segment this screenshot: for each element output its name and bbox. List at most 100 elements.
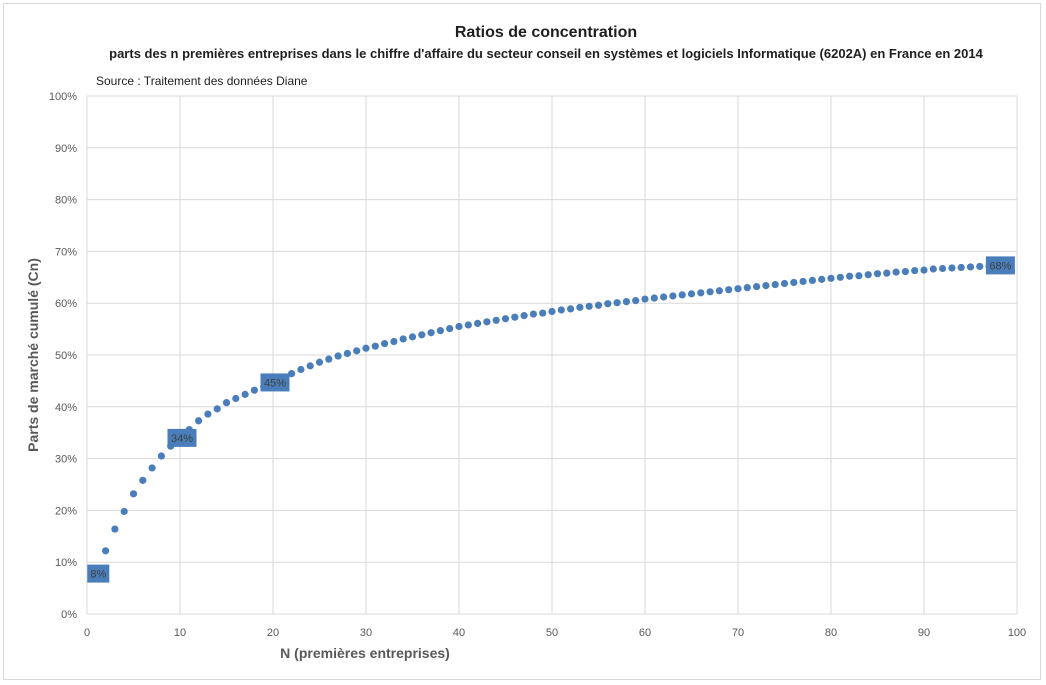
data-point bbox=[501, 315, 510, 323]
data-point bbox=[743, 284, 751, 292]
data-point bbox=[836, 273, 844, 281]
data-point bbox=[213, 405, 221, 413]
data-label: 68% bbox=[989, 260, 1011, 272]
data-point bbox=[632, 297, 640, 305]
data-point bbox=[539, 309, 547, 317]
data-point bbox=[148, 464, 156, 472]
x-tick-label: 50 bbox=[546, 627, 558, 639]
data-point bbox=[120, 507, 128, 516]
data-point bbox=[288, 370, 296, 378]
data-point bbox=[399, 335, 407, 343]
data-point bbox=[408, 333, 417, 341]
data-point bbox=[464, 321, 472, 329]
data-point bbox=[102, 547, 110, 555]
x-tick-label: 0 bbox=[84, 627, 90, 639]
x-tick-label: 40 bbox=[453, 627, 465, 639]
data-point bbox=[427, 329, 435, 337]
data-label-box bbox=[985, 256, 1015, 275]
grid-lines bbox=[86, 95, 1018, 615]
data-point bbox=[697, 289, 705, 297]
data-point bbox=[855, 272, 863, 280]
data-point bbox=[557, 306, 565, 314]
data-point bbox=[204, 410, 212, 418]
x-axis-title: N (premières entreprises) bbox=[280, 645, 450, 661]
data-point bbox=[297, 365, 305, 374]
data-point bbox=[548, 307, 556, 316]
y-tick-label: 0% bbox=[61, 609, 77, 621]
chart-frame bbox=[3, 3, 1041, 680]
data-label: 45% bbox=[264, 377, 286, 389]
data-point bbox=[762, 281, 770, 290]
data-point bbox=[483, 318, 491, 326]
data-point bbox=[715, 287, 724, 295]
data-points bbox=[92, 261, 1003, 578]
data-point bbox=[873, 270, 882, 278]
data-point bbox=[604, 300, 612, 308]
data-point bbox=[455, 322, 463, 331]
data-point bbox=[799, 277, 807, 286]
data-point bbox=[315, 358, 324, 366]
data-point bbox=[446, 324, 454, 333]
x-tick-label: 90 bbox=[918, 627, 930, 639]
y-tick-label: 50% bbox=[55, 350, 77, 362]
y-tick-label: 70% bbox=[55, 246, 77, 258]
data-point bbox=[129, 490, 138, 498]
data-point bbox=[920, 266, 928, 274]
data-point bbox=[901, 268, 910, 276]
data-point bbox=[474, 319, 482, 328]
data-point bbox=[492, 316, 500, 324]
data-point bbox=[883, 269, 891, 277]
data-point bbox=[846, 272, 854, 280]
data-point bbox=[892, 268, 900, 276]
data-point bbox=[334, 352, 342, 360]
data-point bbox=[948, 264, 956, 272]
data-point bbox=[157, 452, 165, 460]
data-point bbox=[436, 327, 444, 335]
data-point bbox=[687, 290, 696, 298]
data-labels: 8% 34% 45% 68% bbox=[87, 256, 1015, 583]
data-point bbox=[771, 280, 779, 289]
data-label: 34% bbox=[171, 433, 193, 445]
data-point bbox=[343, 349, 351, 358]
x-tick-label: 20 bbox=[267, 627, 279, 639]
data-point bbox=[706, 288, 714, 296]
data-label-box bbox=[87, 564, 110, 583]
y-tick-label: 30% bbox=[55, 454, 77, 466]
x-tick-label: 100 bbox=[1008, 627, 1026, 639]
data-point bbox=[780, 279, 789, 288]
data-point bbox=[818, 275, 826, 283]
data-point bbox=[371, 342, 379, 350]
data-point bbox=[790, 278, 798, 287]
y-tick-label: 40% bbox=[55, 402, 77, 414]
data-point bbox=[418, 331, 426, 339]
data-point bbox=[567, 305, 575, 313]
x-tick-labels: 0 10 20 30 40 50 60 70 80 90 100 bbox=[84, 627, 1026, 639]
data-point bbox=[585, 302, 593, 310]
data-point bbox=[232, 394, 240, 403]
x-tick-label: 10 bbox=[174, 627, 186, 639]
data-point bbox=[622, 298, 631, 306]
data-point bbox=[241, 390, 249, 398]
data-point bbox=[669, 292, 677, 300]
data-point bbox=[966, 263, 975, 271]
data-point bbox=[660, 293, 668, 301]
data-point bbox=[957, 263, 965, 272]
x-tick-label: 60 bbox=[639, 627, 651, 639]
data-point bbox=[325, 355, 333, 363]
data-point bbox=[929, 265, 937, 273]
data-point bbox=[529, 310, 538, 318]
data-point bbox=[641, 295, 649, 303]
data-point bbox=[650, 294, 658, 302]
data-point bbox=[911, 266, 919, 275]
data-point bbox=[362, 344, 370, 352]
data-point bbox=[808, 276, 817, 285]
data-point bbox=[725, 286, 733, 294]
data-point bbox=[222, 399, 231, 407]
data-point bbox=[520, 312, 528, 320]
data-point bbox=[139, 476, 147, 484]
data-point bbox=[511, 313, 519, 321]
data-point bbox=[734, 285, 742, 293]
x-tick-label: 70 bbox=[732, 627, 744, 639]
data-point bbox=[353, 347, 361, 355]
